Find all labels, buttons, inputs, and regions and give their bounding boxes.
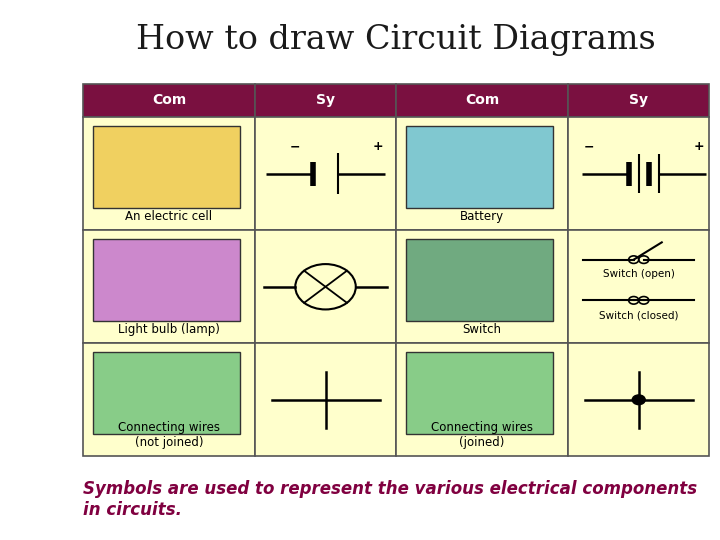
Text: +: + — [373, 140, 384, 153]
Bar — [568, 117, 709, 230]
Bar — [568, 343, 709, 456]
Bar — [406, 239, 553, 321]
Bar — [396, 343, 568, 456]
Bar — [83, 117, 255, 230]
Text: Connecting wires
(not joined): Connecting wires (not joined) — [118, 421, 220, 449]
Bar — [255, 343, 396, 456]
Bar — [406, 126, 553, 208]
Bar — [396, 117, 568, 230]
Bar — [255, 84, 396, 117]
Text: Com: Com — [465, 93, 499, 107]
Bar — [93, 126, 240, 208]
Text: Connecting wires
(joined): Connecting wires (joined) — [431, 421, 533, 449]
Text: Com: Com — [152, 93, 186, 107]
Bar — [396, 84, 568, 117]
Text: Switch (open): Switch (open) — [603, 269, 675, 279]
Bar — [396, 230, 568, 343]
Bar — [568, 84, 709, 117]
Bar — [255, 117, 396, 230]
Text: How to draw Circuit Diagrams: How to draw Circuit Diagrams — [136, 24, 656, 57]
Text: −: − — [584, 140, 594, 153]
Bar — [83, 343, 255, 456]
Text: Sy: Sy — [629, 93, 648, 107]
Text: +: + — [693, 140, 704, 153]
Text: Switch: Switch — [463, 323, 502, 336]
Bar — [93, 352, 240, 434]
Circle shape — [632, 395, 645, 404]
Bar — [406, 352, 553, 434]
Bar — [255, 230, 396, 343]
Text: Battery: Battery — [460, 210, 504, 222]
Text: An electric cell: An electric cell — [125, 210, 212, 222]
Bar — [93, 239, 240, 321]
Bar — [83, 230, 255, 343]
Bar — [568, 230, 709, 343]
Text: Sy: Sy — [316, 93, 335, 107]
Text: Light bulb (lamp): Light bulb (lamp) — [118, 323, 220, 336]
Bar — [83, 84, 255, 117]
Text: Symbols are used to represent the various electrical components
in circuits.: Symbols are used to represent the variou… — [83, 480, 697, 519]
Text: Switch (closed): Switch (closed) — [599, 310, 678, 320]
Text: −: − — [289, 140, 300, 153]
